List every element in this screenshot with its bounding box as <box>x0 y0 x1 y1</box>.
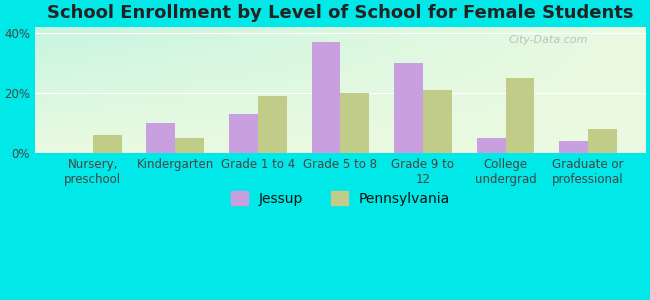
Bar <box>588 129 617 153</box>
Bar <box>146 123 176 153</box>
Title: School Enrollment by Level of School for Female Students: School Enrollment by Level of School for… <box>47 4 634 22</box>
Bar <box>341 93 369 153</box>
Bar <box>559 141 588 153</box>
Bar <box>93 135 122 153</box>
Bar <box>229 114 258 153</box>
Bar <box>176 138 204 153</box>
Text: City-Data.com: City-Data.com <box>508 35 588 45</box>
Bar <box>394 62 423 153</box>
Bar <box>423 90 452 153</box>
Bar <box>311 41 341 153</box>
Bar <box>506 78 534 153</box>
Bar <box>258 96 287 153</box>
Legend: Jessup, Pennsylvania: Jessup, Pennsylvania <box>226 185 456 211</box>
Bar <box>476 138 506 153</box>
